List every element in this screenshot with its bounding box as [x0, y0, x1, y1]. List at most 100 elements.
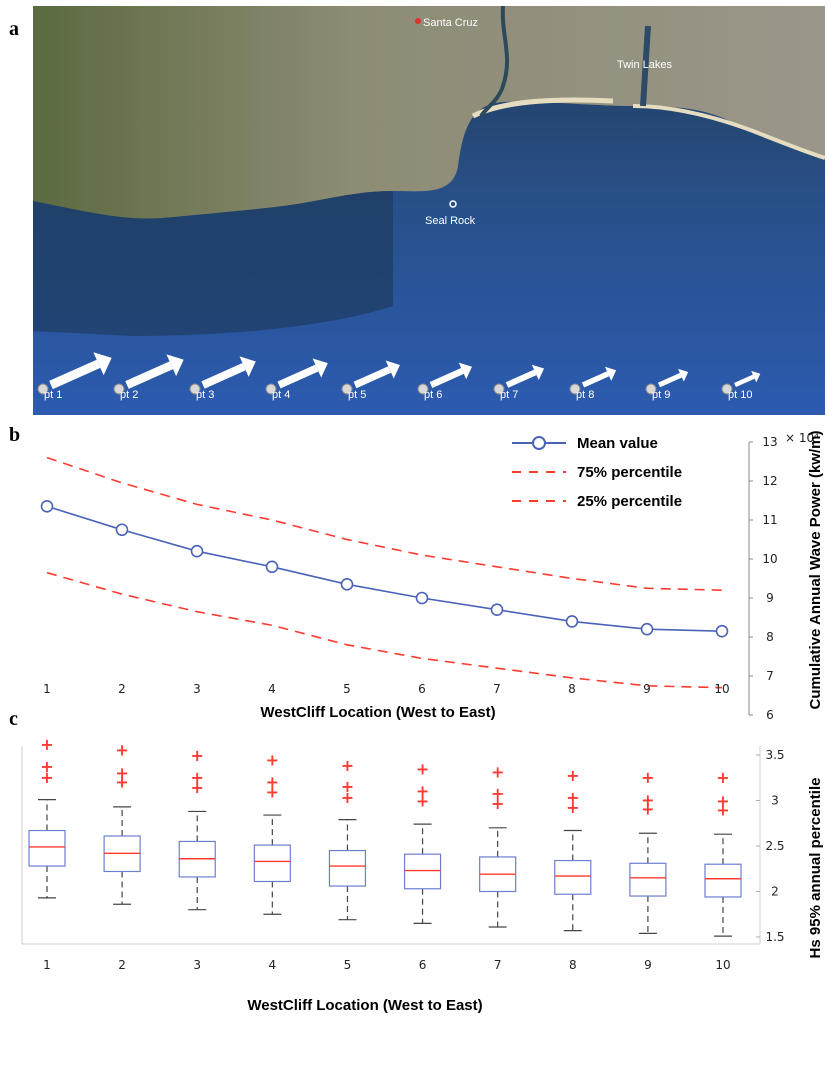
x-tick-labels: 1 2 3 4 5 6 7 8 9 10 — [43, 682, 729, 696]
river — [479, 6, 510, 118]
satellite-map: Santa Cruz Twin Lakes Seal Rock pt 1 pt 2… — [33, 6, 825, 415]
wave-points: pt 1 pt 2 pt 3 pt 4 pt 5 pt 6 pt 7 pt 8 pt 9 pt 1… — [37, 352, 761, 401]
mean-point — [190, 544, 204, 558]
x-tick-label: 5 — [343, 682, 351, 696]
wave-arrow-head — [312, 358, 328, 378]
x-tick-label: 8 — [568, 682, 576, 696]
outlier-marker: + — [416, 781, 429, 800]
outlier-marker: + — [641, 768, 654, 787]
box-10: +++ — [704, 768, 742, 937]
box-8: +++ — [554, 766, 592, 932]
box-6: +++ — [403, 760, 442, 924]
outlier-marker: + — [641, 791, 654, 810]
x-tick-label: 1 — [43, 682, 51, 696]
outlier-marker: + — [266, 751, 279, 770]
map-point-8: pt 8 — [569, 366, 617, 401]
wave-arrow-head — [604, 366, 617, 381]
outlier-marker: + — [491, 794, 504, 813]
wave-arrow-head — [93, 352, 112, 376]
panel-label-b: b — [9, 424, 21, 446]
map-point-2: pt 2 — [113, 354, 184, 401]
map-point-1: pt 1 — [37, 352, 112, 401]
mean-point — [490, 603, 504, 616]
x-tick-label: 9 — [644, 958, 652, 972]
iqr-box — [328, 849, 367, 887]
y-exponent-label: × 10⁴ — [785, 431, 819, 445]
y-tick-label: 7 — [766, 669, 774, 683]
x-tick-label: 8 — [569, 958, 577, 972]
mean-point — [715, 624, 729, 638]
wave-arrow-head — [458, 362, 472, 380]
mean-point — [265, 560, 279, 574]
x-tick-label: 10 — [715, 958, 730, 972]
point-label: pt 7 — [500, 389, 518, 401]
map-point-5: pt 5 — [341, 360, 400, 401]
box-group: ++++++++++++++++++++++++++++++ — [28, 735, 742, 937]
harbor-channel — [640, 25, 651, 107]
x-tick-label: 3 — [193, 682, 201, 696]
outlier-marker: + — [416, 792, 429, 811]
seal-rock-marker — [449, 200, 457, 208]
point-label: pt 8 — [576, 389, 594, 401]
x-tick-label: 6 — [419, 958, 427, 972]
outlier-marker: + — [716, 768, 729, 787]
point-label: pt 10 — [728, 389, 752, 401]
outlier-marker: + — [341, 777, 354, 796]
map-point-4: pt 4 — [265, 358, 328, 401]
y-tick-label: 3 — [771, 794, 779, 808]
point-label: pt 2 — [120, 389, 138, 401]
mean-point — [115, 523, 129, 537]
mean-markers-group — [40, 500, 729, 638]
x-tick-label: 4 — [268, 682, 276, 696]
y-tick-label: 2 — [771, 885, 779, 899]
outlier-marker: + — [566, 788, 579, 807]
x-tick-label: 10 — [714, 682, 729, 696]
beach-strip-east — [632, 104, 825, 160]
panel-label-c: c — [9, 708, 18, 730]
wave-arrow-shaft — [201, 362, 246, 389]
shallow-shelf — [33, 191, 393, 336]
iqr-box — [629, 862, 667, 897]
iqr-box — [704, 863, 742, 898]
x-tick-label: 6 — [418, 682, 426, 696]
wave-arrow-shaft — [125, 361, 174, 389]
outlier-marker: + — [115, 763, 128, 782]
box-2: +++ — [103, 741, 141, 905]
y-tick-label: 6 — [766, 708, 774, 720]
outlier-marker: + — [115, 741, 128, 760]
x-axis-title: WestCliff Location (West to East) — [247, 997, 482, 1014]
outlier-marker: + — [341, 788, 354, 807]
outlier-marker: + — [191, 768, 204, 787]
map-point-6: pt 6 — [417, 362, 472, 401]
x-tick-label: 7 — [493, 682, 501, 696]
wave-arrow-shaft — [505, 369, 537, 388]
x-tick-label: 7 — [494, 958, 502, 972]
point-marker — [417, 383, 429, 395]
legend-label-75: 75% percentile — [577, 464, 682, 481]
wave-arrow-head — [385, 360, 400, 379]
point-label: pt 4 — [272, 389, 290, 401]
box-7: +++ — [479, 762, 517, 928]
line-series-group — [46, 456, 723, 689]
outlier-marker: + — [566, 798, 579, 817]
twin-lakes-label: Twin Lakes — [617, 59, 673, 71]
satellite-map-image: Santa Cruz Twin Lakes Seal Rock pt 1 pt 2… — [33, 6, 825, 415]
map-point-3: pt 3 — [189, 356, 256, 401]
map-point-10: pt 10 — [721, 370, 761, 401]
wave-arrow-shaft — [353, 366, 392, 389]
point-label: pt 6 — [424, 389, 442, 401]
y-tick-labels: 1.5 2 2.5 3 3.5 — [756, 748, 785, 944]
iqr-box — [403, 853, 442, 890]
box-9: +++ — [629, 768, 667, 934]
mean-point — [40, 500, 54, 513]
series-line-p25 — [46, 571, 723, 689]
wave-arrow-shaft — [657, 372, 682, 388]
point-marker — [493, 383, 505, 395]
point-marker — [645, 383, 657, 395]
y-tick-label: 12 — [762, 474, 777, 488]
box-4: +++ — [253, 751, 291, 915]
wave-arrow-shaft — [429, 367, 464, 388]
wave-arrow-head — [531, 364, 545, 381]
series-line-p75 — [46, 456, 723, 591]
outlier-marker: + — [191, 746, 204, 765]
